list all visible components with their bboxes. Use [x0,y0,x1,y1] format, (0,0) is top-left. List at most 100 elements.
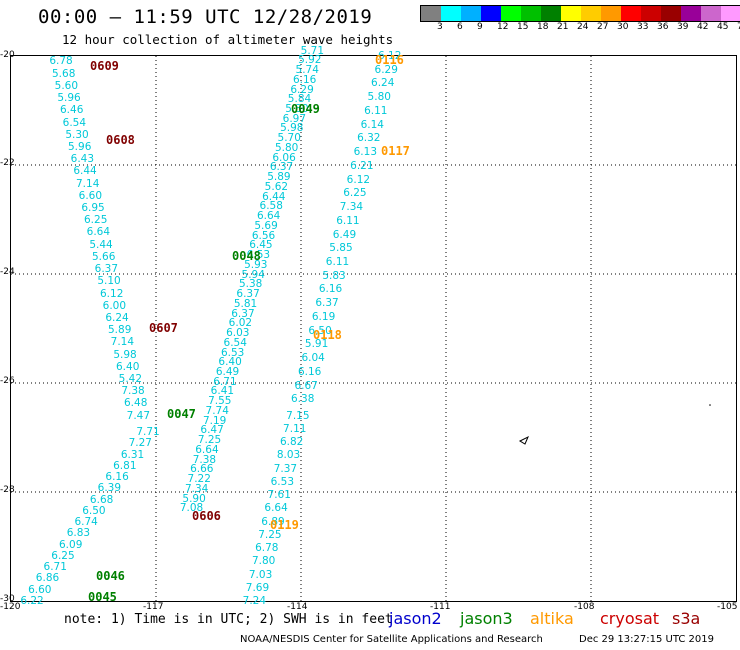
y-tick-label: -30 [0,594,15,604]
legend-label: 3 [437,22,443,32]
wave-height-value: 6.46 [60,104,84,117]
wave-height-value: 6.60 [78,189,103,202]
wave-height-value: 7.38 [192,453,217,466]
legend-swatch [701,6,721,21]
wave-height-value: 6.45 [249,239,273,252]
wave-height-value: 5.38 [238,278,263,291]
pass-label: 0049 [291,102,320,116]
wave-height-value: 6.83 [66,527,91,540]
wave-height-value: 7.19 [202,414,227,427]
wave-height-value: 6.40 [116,360,140,373]
wave-height-value: 5.84 [287,93,312,106]
wave-height-value: 5.80 [274,141,299,154]
wave-height-value: 5.80 [367,91,391,104]
wave-height-value: 7.25 [197,434,222,447]
wave-height-value: 6.14 [360,118,384,131]
y-tick-label: -22 [0,158,15,168]
pass-label: 0608 [106,133,135,147]
wave-height-value: 6.49 [215,365,240,378]
wave-height-value: 5.71 [300,44,325,57]
legend-label: 21 [557,22,569,32]
wave-height-value: 6.54 [62,116,87,129]
satellite-label: jason2 [389,609,442,628]
wave-height-value: 6.32 [357,132,381,145]
wave-height-value: 6.40 [218,356,242,369]
wave-height-value: 6.44 [73,165,97,178]
wave-height-value: 6.39 [97,482,122,495]
wave-height-value: 6.24 [371,77,395,90]
wave-height-value: 6.29 [290,83,314,96]
wave-height-value: 6.25 [51,549,75,562]
pass-label: 0119 [270,518,299,532]
pass-label: 0117 [381,144,410,158]
y-tick-label: -26 [0,376,15,386]
wave-height-value: 6.97 [282,112,307,125]
wave-height-value: 6.53 [246,249,271,262]
wave-height-value: 7.08 [179,502,204,515]
y-tick-label: -28 [0,485,15,495]
pass-label: 0118 [313,328,342,342]
wave-height-value: 5.90 [182,492,206,505]
satellite-label: altika [530,609,574,628]
wave-height-value: 7.24 [242,595,267,607]
legend-swatch [461,6,481,21]
page-title: 00:00 – 11:59 UTC 12/28/2019 [38,6,373,28]
wave-height-value: 6.78 [49,55,73,68]
legend-label: 27 [597,22,609,32]
wave-height-value: 6.00 [102,299,127,312]
wave-height-value: 6.86 [35,572,60,585]
wave-height-value: 6.64 [86,226,111,239]
wave-height-value: 6.11 [325,256,350,268]
satellite-label: s3a [672,609,701,628]
wave-height-value: 6.25 [84,214,108,227]
wave-height-value: 5.42 [118,373,143,386]
legend-label: 18 [537,22,549,32]
wave-height-value: 6.37 [231,307,255,320]
wave-height-value: 6.53 [270,475,295,488]
wave-height-value: 5.85 [329,242,353,255]
pass-label: 0116 [375,53,404,67]
wave-height-value: 6.19 [311,310,336,323]
wave-height-value: 5.69 [254,219,278,232]
wave-height-value: 5.74 [295,64,319,77]
wave-height-value: 6.60 [28,583,52,596]
wave-height-value: 7.55 [208,395,232,408]
wave-height-value: 6.16 [318,283,343,296]
wave-height-value: 6.56 [251,229,276,242]
legend-label: 36 [657,22,669,32]
wave-height-value: 6.58 [259,200,283,213]
wave-height-value: 7.22 [187,473,211,486]
legend-swatch [721,6,740,21]
wave-height-value: 6.71 [213,375,237,388]
pass-label: 0048 [232,249,261,263]
pass-label: 0045 [88,590,117,604]
legend-swatch [421,6,441,21]
wave-height-value: 5.66 [92,250,116,263]
wave-height-value: 6.44 [262,190,286,203]
wave-height-value: 5.92 [298,54,322,67]
wave-height-value: 6.64 [264,502,288,515]
wave-height-value: 7.61 [267,489,291,502]
island-outline [518,435,529,445]
wave-height-value: 6.53 [220,346,245,359]
wave-height-value: 5.70 [277,132,301,145]
wave-height-value: 7.15 [286,409,310,422]
legend-swatch [581,6,601,21]
x-tick-label: -108 [574,602,595,612]
satellite-label: cryosat [600,609,660,628]
wave-height-value: 6.16 [292,73,317,86]
pass-label: 0046 [96,569,125,583]
wave-height-value: 6.82 [279,436,304,449]
wave-height-value: 6.03 [226,327,250,340]
wave-height-value: 6.12 [100,287,124,300]
wave-height-value: 6.37 [269,161,294,174]
wave-height-value: 5.62 [264,180,289,193]
legend-label: 70 [737,22,740,32]
legend-swatch [601,6,621,21]
wave-height-value: 7.38 [121,385,145,398]
wave-height-value: 5.96 [57,92,81,105]
wave-height-value: 6.64 [195,443,219,456]
wave-height-value: 7.27 [128,437,152,450]
wave-height-value: 5.10 [97,275,121,288]
